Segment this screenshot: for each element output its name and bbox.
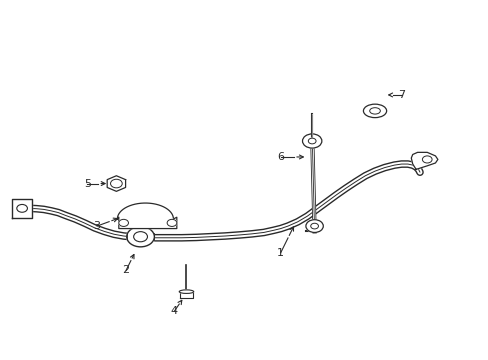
Polygon shape xyxy=(107,176,125,192)
Circle shape xyxy=(310,223,318,229)
Ellipse shape xyxy=(179,290,193,293)
Polygon shape xyxy=(12,199,32,218)
Polygon shape xyxy=(128,228,153,246)
Circle shape xyxy=(302,134,321,148)
Text: 6: 6 xyxy=(277,152,284,162)
Text: 3: 3 xyxy=(93,221,101,231)
Text: 1: 1 xyxy=(277,248,284,258)
Ellipse shape xyxy=(363,104,386,118)
Polygon shape xyxy=(180,292,192,298)
Circle shape xyxy=(422,156,431,163)
Ellipse shape xyxy=(126,226,154,247)
Text: 2: 2 xyxy=(122,265,129,275)
Circle shape xyxy=(308,138,315,144)
Text: 5: 5 xyxy=(84,179,91,189)
Circle shape xyxy=(119,219,128,226)
Ellipse shape xyxy=(369,108,380,114)
Circle shape xyxy=(167,219,177,226)
Text: 7: 7 xyxy=(397,90,405,100)
Polygon shape xyxy=(117,203,177,229)
Polygon shape xyxy=(410,152,437,169)
Ellipse shape xyxy=(133,231,147,242)
Circle shape xyxy=(305,220,323,233)
Text: 4: 4 xyxy=(170,306,178,316)
Circle shape xyxy=(17,204,27,212)
Circle shape xyxy=(110,179,122,188)
